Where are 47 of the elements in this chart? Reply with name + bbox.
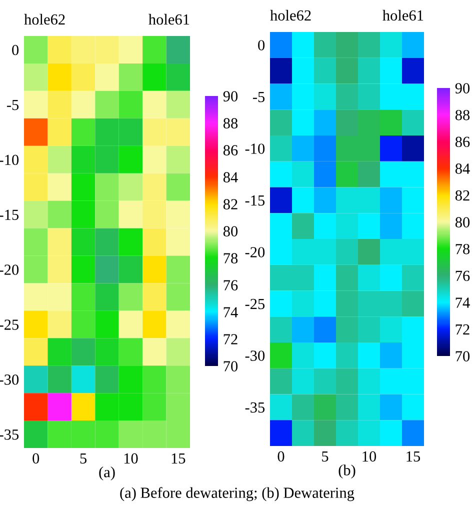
color-bar-label: 86 (223, 145, 238, 156)
color-bar-label: 80 (455, 217, 470, 228)
color-bar-label: 74 (456, 298, 470, 308)
color-bar-label: 84 (455, 164, 470, 174)
y-tick-label: -30 (245, 350, 265, 361)
color-bar-label: 90 (455, 83, 470, 94)
x-tick-label: 5 (80, 453, 87, 464)
y-tick-label: 0 (258, 40, 265, 50)
color-bar-label: 72 (456, 324, 470, 334)
color-bar-label: 90 (223, 91, 238, 102)
color-bar-label: 80 (223, 226, 238, 236)
color-bar-label: 76 (224, 280, 238, 290)
text: hole62 (24, 14, 65, 25)
color-bar-label: 82 (223, 199, 238, 210)
text: (b) (338, 464, 356, 478)
text: hole62 (270, 10, 311, 21)
color-bar-label: 84 (223, 172, 238, 182)
y-tick-label: -15 (245, 195, 265, 206)
y-tick-label: -35 (245, 402, 265, 413)
text: hole61 (382, 10, 424, 21)
color-bar-label: 74 (224, 307, 238, 318)
x-tick-label: 5 (322, 451, 328, 462)
x-tick-label: 10 (124, 453, 138, 464)
color-bar-label: 72 (224, 334, 238, 344)
y-tick-label: -5 (252, 92, 265, 102)
x-tick-label: 15 (406, 451, 420, 462)
color-bar-label: 86 (455, 136, 470, 148)
color-bar-label: 70 (456, 351, 470, 362)
y-tick-label: -5 (6, 100, 19, 110)
text: hole61 (148, 14, 190, 25)
text: (a) (99, 466, 115, 480)
x-tick-label: 15 (172, 453, 186, 464)
color-bar-label: 76 (456, 270, 470, 282)
color-bar-label: 70 (224, 361, 238, 372)
y-tick-label: -25 (245, 298, 265, 310)
y-tick-label: -20 (245, 247, 265, 258)
color-bar-label: 78 (456, 244, 470, 254)
color-bar-label: 88 (223, 118, 238, 128)
y-tick-label: -10 (245, 144, 265, 154)
x-tick-label: 10 (362, 451, 376, 462)
y-tick-label: 0 (12, 44, 19, 56)
x-tick-label: 0 (32, 453, 40, 464)
color-bar-label: 88 (455, 110, 470, 120)
color-bar-label: 78 (224, 253, 238, 264)
text: (a) Before dewatering; (b) Dewatering (120, 487, 354, 502)
x-tick-label: 0 (278, 451, 284, 462)
color-bar-label: 82 (455, 190, 470, 201)
